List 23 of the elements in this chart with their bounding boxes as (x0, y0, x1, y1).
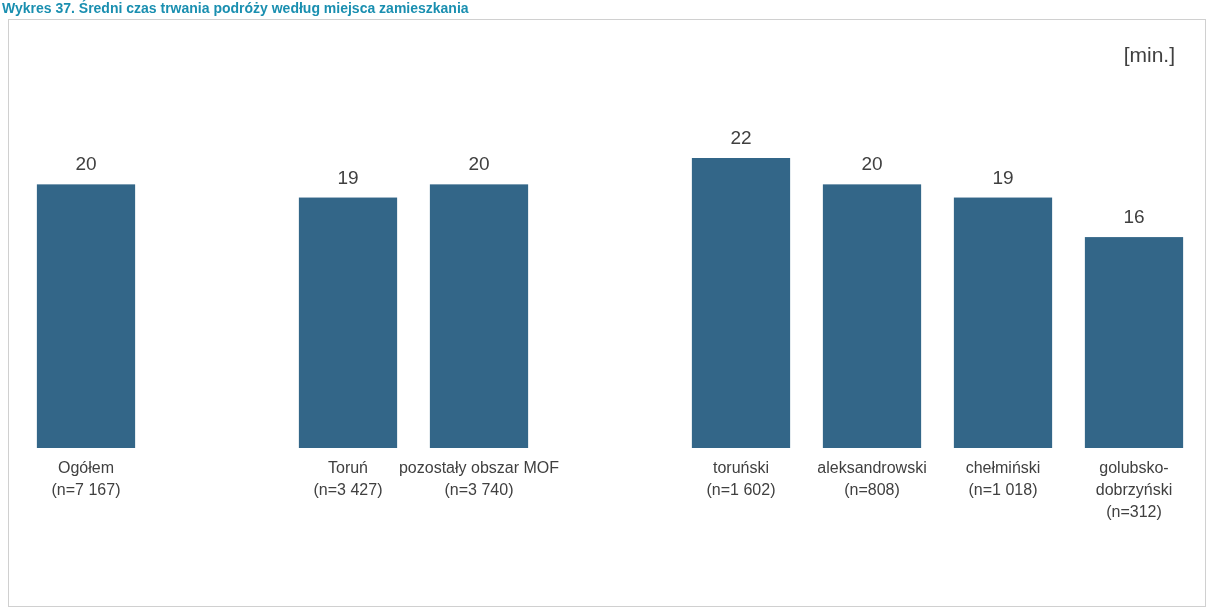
data-label: 22 (730, 127, 752, 148)
bar (429, 184, 529, 448)
bar (298, 197, 398, 448)
x-tick-label: chełmiński (n=1 018) (965, 459, 1041, 498)
bar (953, 197, 1053, 448)
x-tick-label: toruński (n=1 602) (706, 459, 776, 498)
bar (691, 158, 791, 448)
y-axis-title: [min.] (1123, 43, 1175, 66)
data-label: 20 (861, 153, 883, 175)
x-tick-label: aleksandrowski (n=808) (817, 459, 927, 498)
data-label: 19 (337, 166, 359, 188)
data-label: 19 (992, 166, 1014, 188)
x-tick-label: Toruń (n=3 427) (313, 459, 383, 498)
bar (1084, 237, 1184, 448)
x-tick-label: pozostały obszar MOF (n=3 740) (398, 459, 560, 498)
data-label: 20 (468, 153, 490, 175)
data-label: 20 (75, 153, 97, 175)
chart-title: Wykres 37. Średni czas trwania podróży według miejsca zamieszkania (2, 0, 469, 16)
x-tick-label: golubsko- dobrzyński (n=312) (1095, 459, 1173, 520)
x-tick-label: Ogółem (n=7 167) (51, 459, 121, 498)
bar (822, 184, 922, 448)
bar (36, 184, 136, 448)
data-label: 16 (1123, 206, 1145, 228)
